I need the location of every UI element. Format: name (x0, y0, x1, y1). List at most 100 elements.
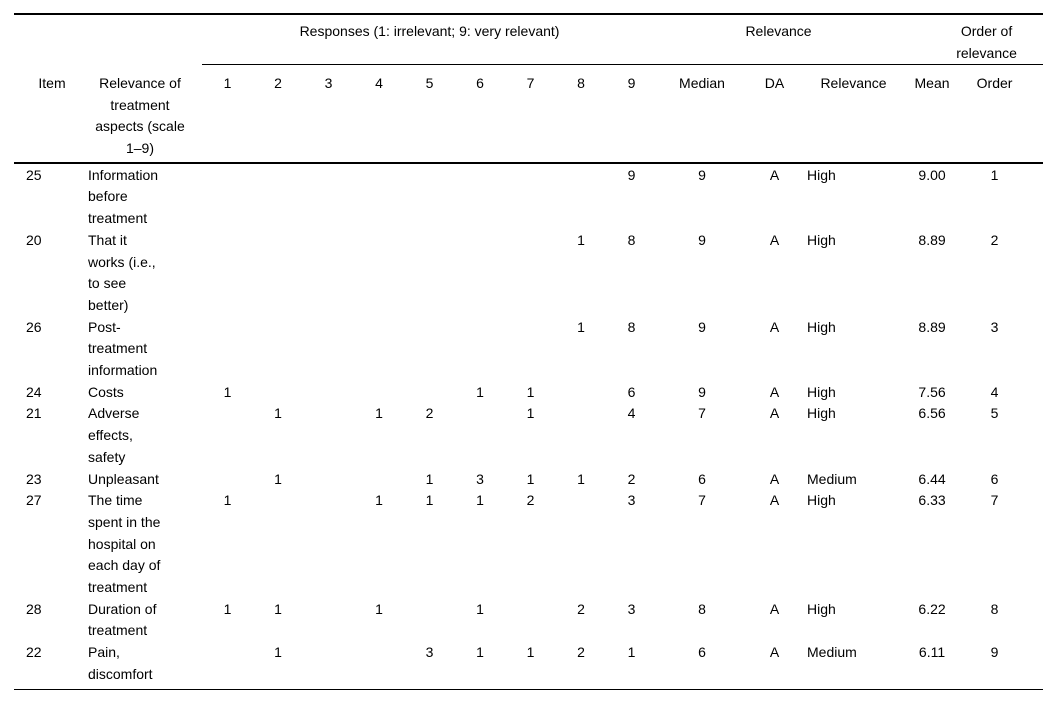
row-response (556, 163, 606, 230)
row-response: 2 (627, 470, 636, 487)
row-response: 1 (526, 405, 535, 422)
row-aspect: That it works (i.e., to see better) (88, 231, 156, 313)
row-order: 3 (990, 318, 999, 335)
row-item: 26 (26, 318, 42, 335)
row-response (303, 469, 354, 491)
row-response: 1 (274, 405, 282, 422)
table-row: 20 That it works (i.e., to see better) 1… (14, 230, 1043, 317)
table-row: 26 Post- treatment information 1 8 9 A H… (14, 317, 1043, 382)
row-response (354, 382, 404, 404)
row-response: 1 (476, 383, 484, 400)
row-response (303, 317, 354, 382)
row-aspect: Adverse effects, safety (88, 405, 140, 465)
col-header-response-5: 5 (404, 64, 455, 164)
row-da: A (769, 318, 780, 335)
row-item: 28 (26, 600, 42, 617)
row-median: 9 (698, 383, 706, 400)
row-da: A (769, 644, 780, 661)
row-relevance: High (807, 405, 836, 422)
table-row: 24 Costs 1 1 1 6 9 A High 7.56 4 (14, 382, 1043, 404)
row-response (202, 403, 253, 468)
row-response: 1 (274, 644, 282, 661)
row-response (455, 403, 505, 468)
row-median: 9 (698, 318, 706, 335)
spanner-responses: Responses (1: irrelevant; 9: very releva… (202, 15, 658, 66)
row-response: 1 (627, 644, 636, 661)
row-relevance: High (807, 318, 836, 335)
row-response (505, 317, 556, 382)
row-response (253, 163, 303, 230)
row-response: 1 (526, 470, 535, 487)
row-response: 9 (627, 166, 636, 183)
row-response (354, 163, 404, 230)
row-response (455, 317, 505, 382)
row-response: 1 (476, 492, 484, 509)
row-response (404, 230, 455, 317)
row-response (303, 382, 354, 404)
row-response: 1 (577, 231, 585, 248)
row-response: 1 (526, 383, 535, 400)
row-response (556, 382, 606, 404)
col-header-relevance: Relevance (802, 64, 901, 164)
row-da: A (769, 492, 780, 509)
row-da: A (769, 600, 780, 617)
row-response (202, 642, 253, 688)
col-header-response-2: 2 (253, 64, 303, 164)
col-header-response-6: 6 (455, 64, 505, 164)
col-header-median: Median (657, 64, 748, 164)
row-response (354, 642, 404, 688)
row-mean: 6.33 (918, 492, 946, 509)
row-response (404, 382, 455, 404)
col-header-response-8: 8 (556, 64, 606, 164)
row-aspect: Information before treatment (88, 166, 159, 227)
table-body: 25 Information before treatment 9 9 A Hi… (14, 163, 1043, 689)
treatment-aspects-table: Responses (1: irrelevant; 9: very releva… (14, 15, 1043, 689)
row-response: 3 (627, 492, 636, 509)
row-mean: 6.22 (918, 600, 946, 617)
row-response (404, 317, 455, 382)
row-response (303, 163, 354, 230)
row-response (505, 230, 556, 317)
col-header-order: Order (974, 64, 1043, 164)
table-row: 27 The time spent in the hospital on eac… (14, 490, 1043, 599)
col-header-item: Item (14, 64, 78, 164)
table-row: 23 Unpleasant 1 1 3 1 1 2 6 A Medium 6.4… (14, 469, 1043, 491)
table-row: 28 Duration of treatment 1 1 1 1 2 3 8 A… (14, 599, 1043, 642)
row-response (303, 642, 354, 688)
row-response (253, 230, 303, 317)
row-response: 1 (375, 492, 383, 509)
row-response (354, 230, 404, 317)
row-da: A (769, 383, 780, 400)
row-response: 2 (577, 600, 585, 617)
row-response (253, 382, 303, 404)
row-response (253, 317, 303, 382)
row-order: 7 (990, 492, 999, 509)
row-response (303, 403, 354, 468)
row-item: 27 (26, 492, 42, 509)
table-row: 25 Information before treatment 9 9 A Hi… (14, 163, 1043, 230)
row-median: 7 (698, 492, 706, 509)
col-header-aspect: Relevance of treatment aspects (scale 1–… (78, 64, 202, 164)
row-relevance: High (807, 166, 836, 183)
row-median: 9 (698, 166, 706, 183)
row-response: 1 (223, 383, 232, 400)
spanner-relevance: Relevance (657, 15, 901, 66)
col-header-mean: Mean (900, 64, 975, 164)
row-order: 6 (990, 470, 999, 487)
row-response: 1 (274, 600, 282, 617)
row-response: 1 (476, 600, 484, 617)
relevance-table: Responses (1: irrelevant; 9: very releva… (14, 13, 1043, 690)
row-item: 21 (26, 405, 42, 422)
row-aspect: Duration of treatment (88, 600, 157, 639)
row-response: 1 (577, 470, 585, 487)
row-item: 22 (26, 644, 42, 661)
row-response (505, 163, 556, 230)
row-da: A (769, 470, 780, 487)
row-median: 7 (698, 405, 706, 422)
row-median: 6 (698, 470, 706, 487)
row-response (455, 163, 505, 230)
row-order: 9 (990, 644, 999, 661)
row-item: 20 (26, 231, 42, 248)
row-mean: 8.89 (918, 231, 946, 248)
